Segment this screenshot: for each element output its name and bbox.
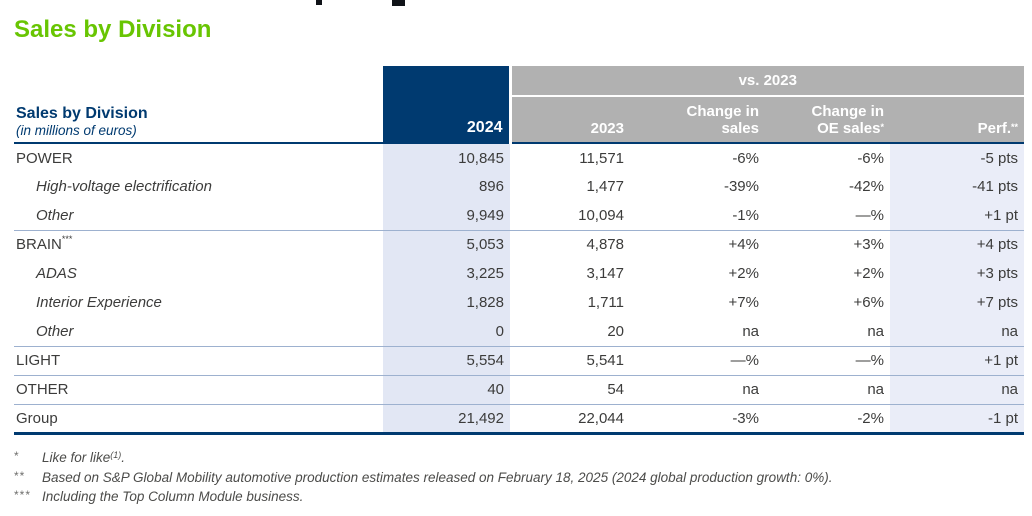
cell-change-in-sales: +2% (728, 265, 759, 282)
cell-change-in-oe-sales: +3% (765, 229, 890, 259)
cell-2024: 40 (383, 374, 510, 404)
footnote-marker: ** (14, 468, 26, 483)
table-row-light: LIGHT 5,554 5,541 —% —% +1 pt (14, 345, 1025, 375)
table-row-adas: ADAS 3,225 3,147 +2% +2% +3 pts (14, 259, 1025, 288)
column-header-2023: 2023 (508, 96, 630, 144)
cell-division-label: Group (14, 403, 383, 435)
cell-change-in-sales: -39% (723, 178, 759, 195)
cell-change-in-sales: na (742, 322, 759, 340)
cell-2023: 1,477 (586, 178, 624, 195)
footnote-marker-ref: ** (1011, 122, 1019, 132)
cell-change-in-sales: -1% (732, 206, 759, 224)
cell-2024: 896 (383, 172, 510, 201)
cell-2023: 11,571 (579, 149, 624, 167)
cell-2024: 5,053 (383, 229, 510, 259)
cell-change-in-oe-sales: na (765, 374, 890, 404)
cell-perf: -1 pt (890, 403, 1025, 435)
cell-perf: +4 pts (890, 229, 1025, 259)
table-header-row-top: Sales by Division (in millions of euros)… (14, 66, 1025, 144)
table-row-high-voltage: High-voltage electrification 896 1,477 -… (14, 172, 1025, 201)
cell-division-label: Interior Experience (36, 294, 162, 311)
cell-change-in-oe-sales: —% (855, 206, 884, 224)
cell-perf: +1 pt (890, 201, 1025, 230)
cell-change-in-oe-sales: -6% (857, 149, 884, 167)
table-row-power-other: Other 9,949 10,094 -1% —% +1 pt (14, 201, 1025, 230)
cell-change-in-oe-sales: -2% (765, 403, 890, 435)
footnote-marker: *** (14, 488, 32, 502)
table-row-brain: BRAIN*** 5,053 4,878 +4% +3% +4 pts (14, 229, 1025, 259)
cell-change-in-sales: -3% (630, 403, 765, 435)
cell-perf: na (890, 317, 1025, 346)
column-header-perf: Perf.** (890, 96, 1025, 144)
cell-perf: +7 pts (890, 288, 1025, 317)
cell-change-in-oe-sales: +6% (853, 294, 884, 311)
cell-division-label: Other (36, 206, 74, 224)
footnote-top-column-module: *** Including the Top Column Module busi… (14, 488, 304, 504)
cell-perf: -5 pts (890, 143, 1025, 172)
cell-change-in-oe-sales: +2% (853, 265, 884, 282)
cell-2024: 5,554 (383, 345, 510, 375)
cell-change-in-sales: na (630, 374, 765, 404)
footnote-sp-global-mobility: ** Based on S&P Global Mobility automoti… (14, 468, 833, 485)
cell-division-label: ADAS (36, 265, 77, 282)
cell-perf: +3 pts (890, 259, 1025, 288)
cell-change-in-oe-sales: -42% (848, 178, 884, 195)
cell-2024: 9,949 (383, 201, 510, 230)
cell-2024: 3,225 (383, 259, 510, 288)
table-title-cell: Sales by Division (in millions of euros) (14, 66, 383, 144)
table-title: Sales by Division (16, 105, 148, 122)
cell-change-in-sales: +7% (728, 294, 759, 311)
cell-2024: 0 (383, 317, 510, 346)
footnotes: * Like for like(1). ** Based on S&P Glob… (14, 448, 1018, 507)
cell-2023: 5,541 (510, 345, 630, 375)
cell-division-label: BRAIN*** (14, 229, 383, 259)
cell-change-in-sales: -6% (732, 149, 759, 167)
footnote-marker: * (14, 449, 20, 463)
cell-2023: 4,878 (510, 229, 630, 259)
cell-2023: 10,094 (578, 206, 624, 224)
table-row-other: OTHER 40 54 na na na (14, 374, 1025, 404)
table-row-interior-experience: Interior Experience 1,828 1,711 +7% +6% … (14, 288, 1025, 317)
table-row-brain-other: Other 0 20 na na na (14, 317, 1025, 346)
cell-2023: 1,711 (587, 294, 624, 311)
cell-2023: 22,044 (510, 403, 630, 435)
column-header-change-in-sales: Change in sales (630, 96, 765, 144)
footnote-marker-ref: * (880, 122, 884, 132)
cell-2024: 10,845 (383, 143, 510, 172)
footnote-like-for-like: * Like for like(1). (14, 449, 126, 465)
column-group-vs-2023: vs. 2023 (508, 66, 1025, 97)
cell-perf: na (890, 374, 1025, 404)
cell-division-label: Other (36, 322, 74, 340)
table-header-row-columns: 2023 Change in sales Change in OE sales*… (14, 96, 1025, 144)
column-header-change-in-oe-sales: Change in OE sales* (765, 96, 890, 144)
cell-2023: 3,147 (586, 265, 624, 282)
cell-2023: 20 (607, 322, 624, 340)
cropped-heading-fragment (392, 0, 405, 6)
table-row-group-total: Group 21,492 22,044 -3% -2% -1 pt (14, 403, 1025, 435)
cell-change-in-oe-sales: —% (765, 345, 890, 375)
cell-perf: -41 pts (890, 172, 1025, 201)
cropped-heading-fragment (316, 0, 322, 5)
cell-division-label: OTHER (14, 374, 383, 404)
page-title: Sales by Division (14, 16, 212, 43)
table-row-power: POWER 10,845 11,571 -6% -6% -5 pts (14, 143, 1025, 172)
cell-2024: 1,828 (383, 288, 510, 317)
cell-division-label: LIGHT (14, 345, 383, 375)
cell-2023: 54 (510, 374, 630, 404)
cell-change-in-sales: —% (630, 345, 765, 375)
footnote-marker-ref: *** (61, 234, 73, 245)
cell-perf: +1 pt (890, 345, 1025, 375)
cell-division-label: POWER (16, 149, 73, 167)
sales-by-division-table: Sales by Division (in millions of euros)… (14, 66, 1025, 435)
cell-change-in-oe-sales: na (867, 322, 884, 340)
cell-division-label: High-voltage electrification (36, 178, 212, 195)
cell-2024: 21,492 (383, 403, 510, 435)
column-header-2024: 2024 (383, 66, 510, 144)
cell-change-in-sales: +4% (630, 229, 765, 259)
table-unit-note: (in millions of euros) (16, 123, 137, 138)
